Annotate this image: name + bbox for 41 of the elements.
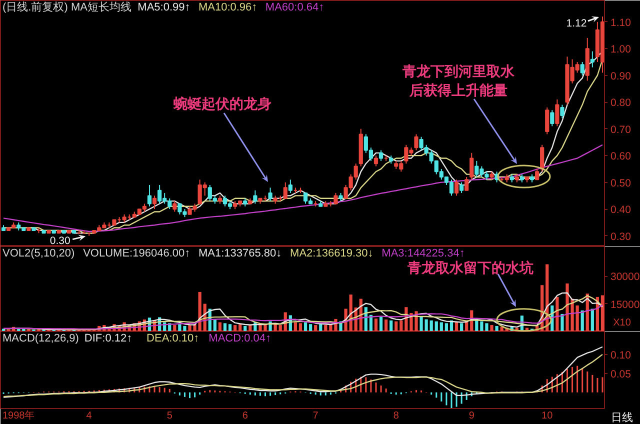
chart-title: MACD(12,26,9) (2, 332, 79, 344)
y-tick-label: 0.60 (610, 150, 632, 163)
y-tick-label: 1.10 (610, 16, 632, 29)
x-tick-label: 1998年 (2, 410, 35, 422)
y-tick-label: 1.00 (610, 44, 632, 56)
chart-title: VOL2(5,10,20) (2, 248, 75, 260)
x-tick-label: 6 (242, 410, 248, 422)
y-tick-label: 0.40 (610, 204, 632, 216)
annotation: VOLUME:196046.00↑ (83, 248, 190, 260)
text: MA1:133765.80↓ (198, 248, 282, 260)
annotation: 蜿蜒起伏的龙身 (172, 96, 272, 112)
x-tick-label: 10 (542, 410, 554, 422)
y-tick-label: 0.70 (610, 124, 632, 136)
y-axis-title: X10 (613, 318, 632, 328)
text: MA10:0.96↑ (198, 2, 258, 14)
y-tick-label: 0.05 (610, 368, 632, 380)
x-tick-label: 5 (166, 410, 173, 422)
annotation: 1.12 (566, 18, 587, 30)
y-tick-label: 0.90 (610, 70, 632, 82)
text: MA2:136619.30↓ (290, 248, 374, 260)
y-tick-label: 15000 (610, 298, 640, 311)
y-tick-label: 30000 (610, 271, 640, 284)
text: MA3:144225.34↑ (382, 248, 465, 260)
text: DEA:0.10↑ (146, 332, 200, 344)
annotation: 0.30 (50, 234, 70, 247)
annotation: 青龙取水留下的水坑 (406, 260, 534, 276)
y-tick-label: 0.30 (610, 230, 632, 243)
y-tick-label: 0.80 (610, 97, 632, 110)
x-tick-label: 8 (393, 410, 400, 422)
x-tick-label: 7 (312, 410, 319, 422)
y-tick-label: 0.50 (610, 177, 632, 190)
annotation: MACD:0.04↑ (208, 332, 272, 344)
text: MA60:0.64↑ (265, 2, 324, 14)
x-tick-label: 9 (468, 410, 475, 422)
text: MA5:0.99↑ (138, 2, 190, 14)
text: DIF:0.12↑ (84, 332, 132, 344)
text: 日线 (611, 411, 633, 424)
y-tick-label: 0.10 (610, 349, 632, 362)
x-tick-label: 4 (86, 410, 92, 422)
annotation: 青龙下到河里取水后获得上升能量 (402, 62, 516, 98)
chart-title: (日线.前复权) MA短长均线 (2, 0, 132, 14)
